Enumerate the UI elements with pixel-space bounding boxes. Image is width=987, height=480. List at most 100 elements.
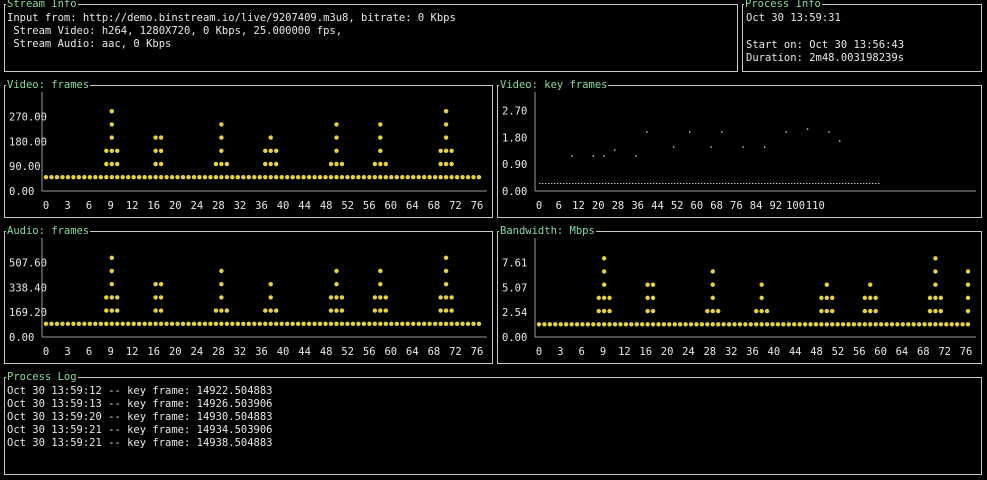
data-point bbox=[438, 295, 443, 300]
data-point bbox=[334, 268, 339, 274]
data-point bbox=[873, 308, 878, 314]
baseline-mark bbox=[683, 183, 685, 184]
log-entry: Oct 30 13:59:21 -- key frame: 14934.5039… bbox=[7, 424, 273, 436]
data-point bbox=[759, 308, 764, 314]
x-tick-label: 0 bbox=[43, 200, 49, 212]
data-point bbox=[219, 321, 224, 326]
data-point bbox=[378, 148, 383, 154]
y-tick-label: 2.70 bbox=[502, 105, 527, 117]
data-point bbox=[699, 322, 705, 327]
y-tick-label: 0.90 bbox=[502, 159, 527, 171]
data-point bbox=[824, 308, 830, 314]
data-point bbox=[109, 295, 114, 300]
data-point bbox=[197, 175, 202, 180]
baseline-mark bbox=[665, 183, 667, 184]
data-point bbox=[460, 321, 465, 326]
data-point bbox=[268, 175, 273, 180]
data-point bbox=[328, 321, 334, 326]
baseline-mark bbox=[692, 183, 694, 184]
x-tick-label: 64 bbox=[896, 346, 909, 358]
baseline-mark bbox=[557, 183, 559, 184]
baseline-mark bbox=[569, 183, 571, 184]
data-point bbox=[857, 322, 862, 327]
audio-frames-title: Audio: frames bbox=[6, 224, 91, 238]
baseline-mark bbox=[743, 183, 745, 184]
data-point bbox=[732, 322, 737, 327]
data-point bbox=[449, 161, 454, 167]
x-tick-label: 72 bbox=[449, 346, 462, 358]
data-point bbox=[601, 256, 607, 261]
x-tick-label: 60 bbox=[384, 346, 397, 358]
data-point bbox=[65, 175, 71, 180]
x-tick-label: 40 bbox=[768, 346, 781, 358]
data-point bbox=[65, 321, 71, 326]
x-tick-label: 92 bbox=[769, 200, 782, 212]
data-point bbox=[153, 135, 158, 140]
data-point bbox=[443, 135, 449, 140]
y-tick-label: 270.00 bbox=[9, 112, 47, 124]
baseline-mark bbox=[821, 183, 823, 184]
data-point bbox=[601, 295, 607, 301]
data-point bbox=[846, 322, 851, 327]
x-tick-label: 3 bbox=[557, 346, 563, 358]
data-point bbox=[781, 322, 786, 327]
data-point bbox=[906, 322, 911, 327]
data-point bbox=[235, 175, 241, 180]
data-point bbox=[830, 308, 835, 314]
data-point bbox=[334, 281, 339, 287]
data-point bbox=[367, 175, 372, 180]
x-tick-label: 0 bbox=[536, 200, 542, 212]
data-point bbox=[868, 308, 873, 314]
baseline-mark bbox=[731, 183, 733, 184]
data-point bbox=[263, 175, 268, 180]
data-point bbox=[312, 175, 317, 180]
data-point bbox=[372, 308, 378, 313]
baseline-mark bbox=[581, 183, 583, 184]
data-point bbox=[933, 322, 938, 327]
data-point bbox=[241, 175, 246, 180]
data-point bbox=[460, 175, 465, 180]
baseline-mark bbox=[716, 183, 718, 184]
x-tick-label: 52 bbox=[671, 200, 684, 212]
data-point bbox=[405, 321, 410, 326]
baseline-mark bbox=[614, 183, 616, 184]
data-point bbox=[301, 175, 306, 180]
data-point bbox=[158, 175, 164, 180]
baseline-mark bbox=[809, 183, 811, 184]
data-point bbox=[350, 321, 356, 326]
data-point bbox=[180, 321, 186, 326]
data-point bbox=[334, 161, 339, 167]
data-point bbox=[476, 175, 482, 180]
data-point bbox=[394, 175, 399, 180]
process-info-title: Process Info bbox=[744, 0, 822, 11]
data-point bbox=[246, 175, 251, 180]
data-point bbox=[153, 295, 158, 300]
baseline-mark bbox=[689, 183, 691, 184]
data-point bbox=[109, 135, 114, 140]
baseline-mark bbox=[779, 183, 781, 184]
data-point bbox=[716, 308, 721, 314]
data-point bbox=[933, 308, 938, 314]
data-point bbox=[438, 148, 443, 154]
data-point bbox=[672, 322, 677, 327]
data-point bbox=[136, 321, 142, 326]
data-point bbox=[383, 175, 389, 180]
baseline-mark bbox=[587, 183, 589, 184]
data-point bbox=[334, 295, 339, 300]
data-point bbox=[104, 161, 109, 167]
data-point bbox=[109, 148, 114, 154]
data-point bbox=[109, 122, 114, 127]
data-point bbox=[754, 322, 759, 327]
baseline-mark bbox=[542, 183, 544, 184]
data-point bbox=[819, 322, 824, 327]
baseline-mark bbox=[647, 183, 649, 184]
data-point bbox=[851, 322, 857, 327]
bandwidth-panel: Bandwidth: Mbps 0.00 2.54 5.07 7.61 0 3 6 9 12 16… bbox=[497, 224, 982, 364]
data-point bbox=[645, 322, 650, 327]
data-point bbox=[274, 161, 279, 167]
data-point bbox=[268, 308, 273, 313]
baseline-mark bbox=[755, 183, 757, 184]
data-point bbox=[350, 175, 356, 180]
data-point bbox=[153, 321, 158, 326]
data-point bbox=[241, 321, 246, 326]
